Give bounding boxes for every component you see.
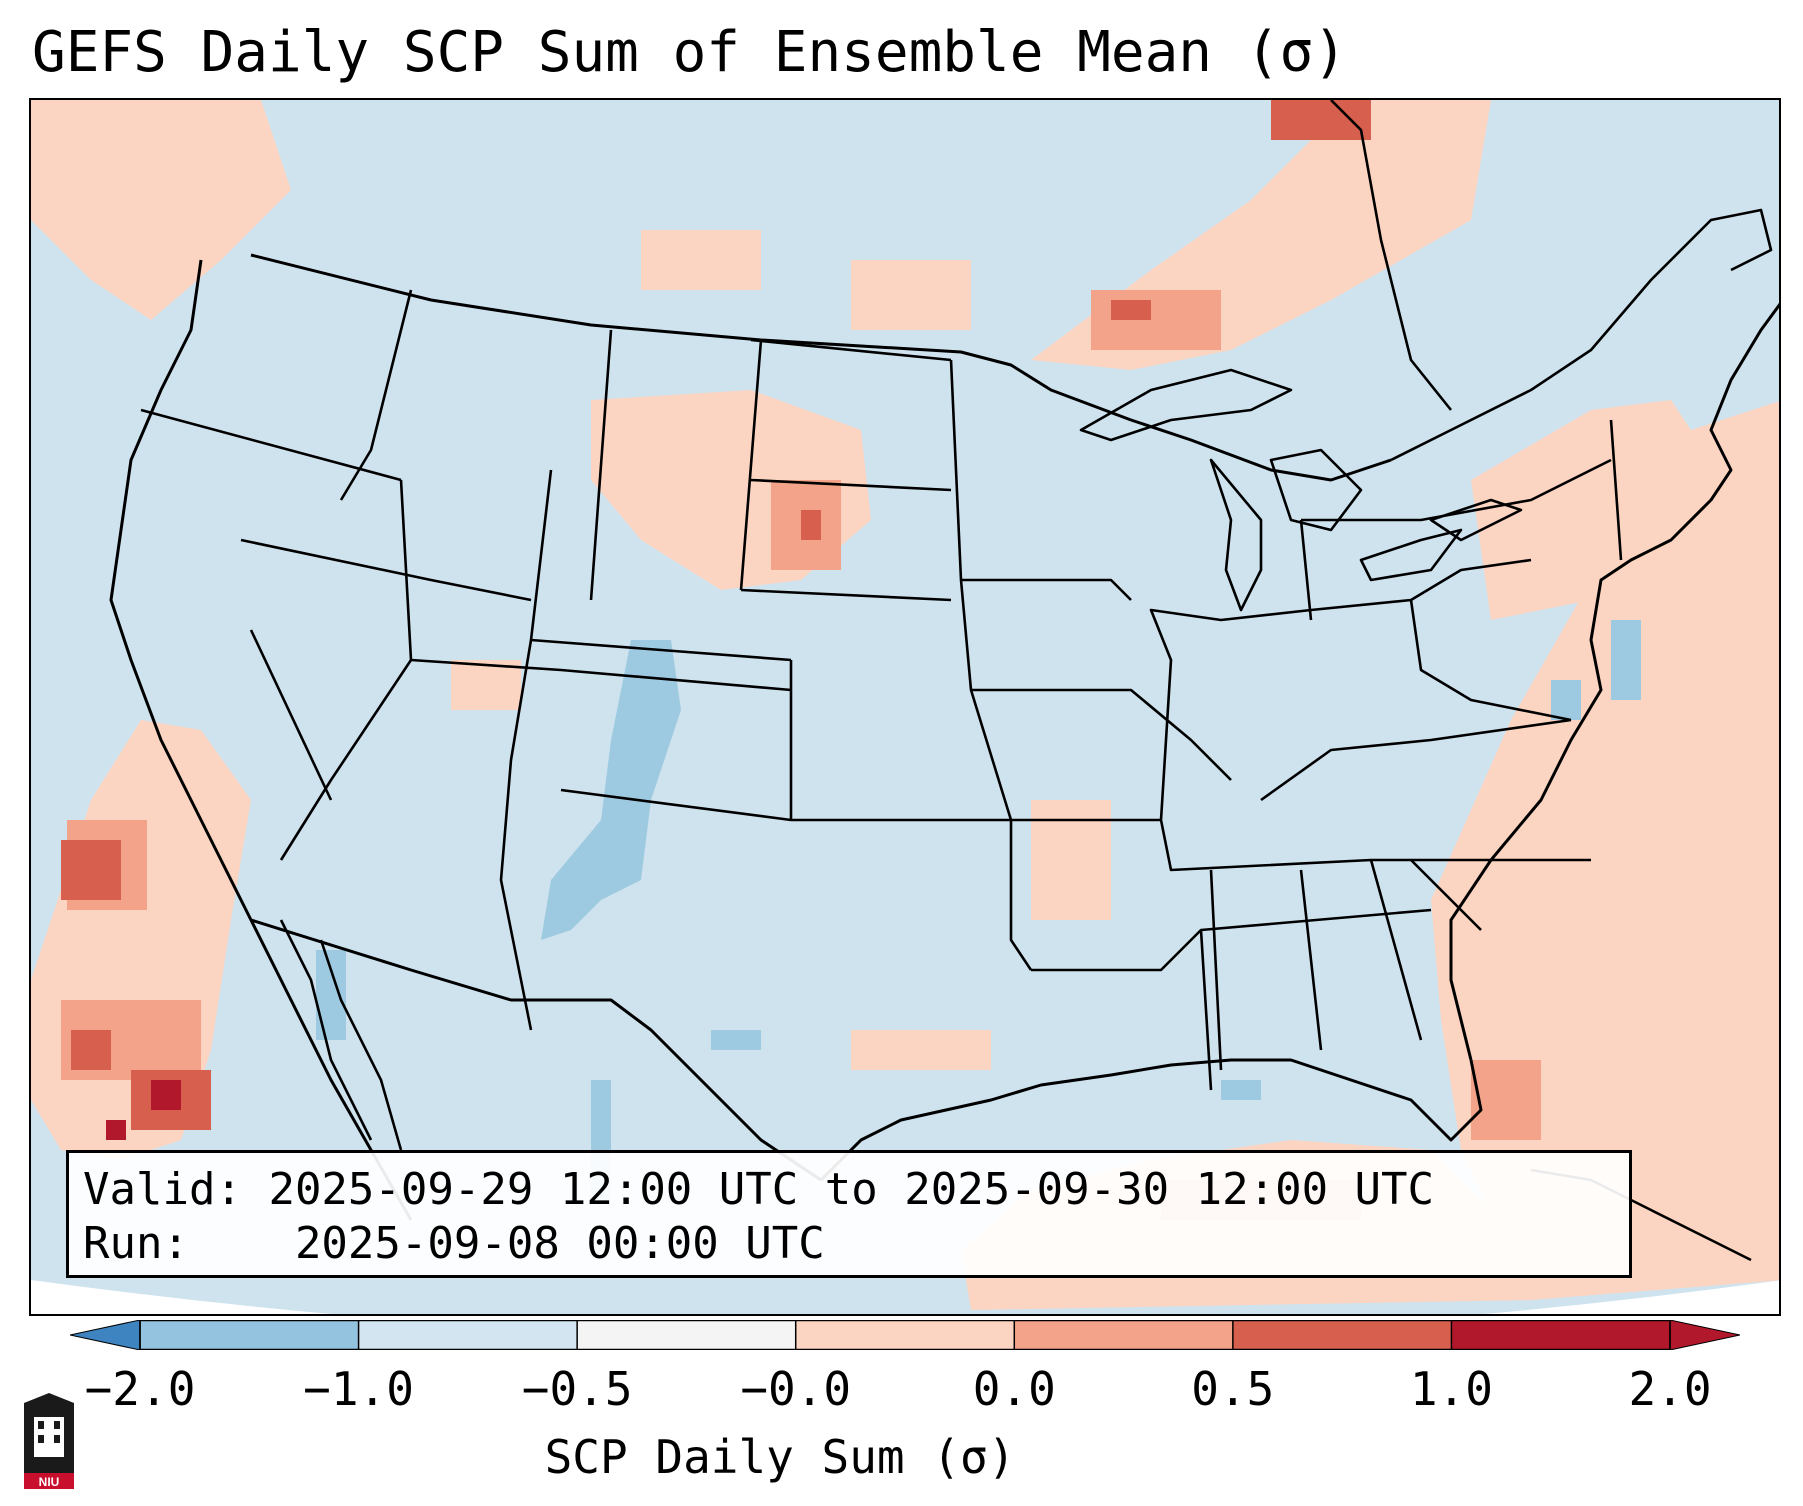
plains-strong-cell bbox=[801, 510, 821, 540]
valid-text: 2025-09-29 12:00 UTC to 2025-09-30 12:00… bbox=[268, 1164, 1435, 1215]
baja-negative-cell bbox=[316, 950, 346, 1040]
chart-title: GEFS Daily SCP Sum of Ensemble Mean (σ) bbox=[32, 20, 1347, 85]
colorbar-segment bbox=[358, 1320, 578, 1350]
gulf-mid-cell bbox=[1471, 1060, 1541, 1140]
colorbar-segment bbox=[577, 1320, 796, 1350]
canada-mid-cell bbox=[1091, 290, 1221, 350]
colorbar-segment bbox=[140, 1320, 359, 1350]
atlantic-negative-cell bbox=[1611, 620, 1641, 700]
colorbar bbox=[70, 1320, 1740, 1350]
colorbar-tick-label: −1.0 bbox=[303, 1362, 414, 1416]
canada-strong-cell bbox=[1271, 100, 1371, 140]
northeast-positive-region bbox=[1471, 400, 1711, 620]
rockies-negative-strip bbox=[541, 640, 681, 940]
canada-coast bbox=[1390, 208, 1773, 462]
east-coast bbox=[1449, 302, 1779, 1061]
pacific-max-cell bbox=[151, 1080, 181, 1110]
colorbar-segment bbox=[795, 1320, 1015, 1350]
boundaries bbox=[109, 100, 1779, 1262]
colorbar-tick-label: −2.0 bbox=[84, 1362, 196, 1416]
state-lines bbox=[140, 289, 1623, 1091]
scattered-positive-cell bbox=[851, 260, 971, 330]
colorbar-arrow-low bbox=[70, 1320, 141, 1350]
gulf-negative-cell bbox=[1221, 1080, 1261, 1100]
us-mexico-border bbox=[250, 918, 822, 1182]
colorbar-segment bbox=[1451, 1320, 1670, 1350]
colorbar-arrow-high bbox=[1669, 1320, 1740, 1350]
gulf-coast bbox=[819, 1058, 1483, 1182]
logo-text: NIU bbox=[39, 1475, 60, 1489]
valid-run-box: Valid: 2025-09-29 12:00 UTC to 2025-09-3… bbox=[66, 1150, 1632, 1278]
scattered-positive-cell bbox=[851, 1030, 991, 1070]
map-canvas bbox=[31, 100, 1779, 1314]
colorbar-tick-label: −0.0 bbox=[740, 1362, 852, 1416]
colorbar-label: SCP Daily Sum (σ) bbox=[544, 1430, 1016, 1484]
atlantic-negative-cell bbox=[1551, 680, 1581, 720]
colorbar-tick-label: 2.0 bbox=[1628, 1362, 1712, 1416]
texas-negative-cell bbox=[711, 1030, 761, 1050]
pacific-strong-cell bbox=[71, 1030, 111, 1070]
anomaly-field-negative bbox=[316, 620, 1641, 1200]
northwest-positive-region bbox=[31, 100, 291, 320]
scattered-positive-cell bbox=[1031, 800, 1111, 920]
colorbar-segment bbox=[1232, 1320, 1452, 1350]
valid-label: Valid: bbox=[83, 1164, 242, 1215]
scattered-positive-cell bbox=[641, 230, 761, 290]
pacific-max-cell bbox=[106, 1120, 126, 1140]
niu-logo: NIU bbox=[24, 1393, 74, 1489]
run-text: 2025-09-08 00:00 UTC bbox=[294, 1218, 825, 1269]
baja-california bbox=[279, 919, 403, 1151]
scattered-positive-cell bbox=[451, 660, 521, 710]
map-panel bbox=[29, 98, 1781, 1316]
colorbar-tick-label: 0.5 bbox=[1191, 1362, 1275, 1416]
us-canada-border bbox=[250, 253, 1392, 482]
canada-strong-cell bbox=[1111, 300, 1151, 320]
colorbar-segment bbox=[1014, 1320, 1233, 1350]
projection-edge bbox=[31, 1280, 1779, 1314]
great-lakes bbox=[1079, 368, 1523, 612]
anomaly-field-positive bbox=[31, 100, 1779, 1310]
hudson-bay bbox=[1330, 100, 1453, 411]
colorbar-tick-label: 1.0 bbox=[1409, 1362, 1493, 1416]
colorbar-tick-label: 0.0 bbox=[972, 1362, 1056, 1416]
pacific-strong-cell bbox=[61, 840, 121, 900]
colorbar-tick-label: −0.5 bbox=[521, 1362, 633, 1416]
run-label: Run: bbox=[83, 1218, 189, 1269]
